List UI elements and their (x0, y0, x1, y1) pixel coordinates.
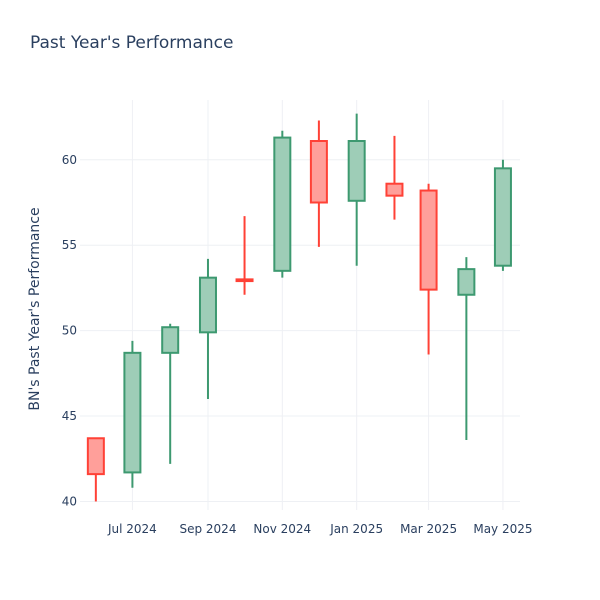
x-tick-label: Mar 2025 (400, 522, 457, 536)
candle-increasing (198, 258, 217, 399)
candle-body (419, 189, 438, 291)
x-tick-label: May 2025 (473, 522, 532, 536)
y-axis-ticks: 40 45 50 55 60 (62, 153, 77, 509)
y-tick-label: 45 (62, 409, 77, 423)
candle-increasing (273, 130, 292, 278)
y-tick-label: 60 (62, 153, 77, 167)
x-axis-ticks: Jul 2024 Sep 2024 Nov 2024 Jan 2025 Mar 2025… (107, 522, 533, 536)
x-tick-label: Sep 2024 (179, 522, 236, 536)
candle-body (198, 276, 217, 334)
candle-increasing (347, 113, 366, 266)
candle-decreasing (86, 437, 105, 502)
candle-increasing (493, 159, 512, 271)
y-tick-label: 55 (62, 238, 77, 252)
candle-body (86, 437, 105, 476)
candle-body (385, 182, 404, 197)
candle-decreasing (385, 135, 404, 220)
candle-body (457, 268, 476, 296)
candle-body (309, 140, 328, 204)
chart-title: Past Year's Performance (30, 33, 234, 53)
grid-lines (80, 100, 520, 510)
y-tick-label: 50 (62, 324, 77, 338)
candle-body (161, 326, 180, 354)
candle-increasing (123, 340, 142, 488)
candle-body (347, 140, 366, 202)
x-tick-label: Jul 2024 (107, 522, 157, 536)
candle-body (235, 278, 254, 283)
candle-body (493, 167, 512, 267)
y-tick-label: 40 (62, 494, 77, 508)
candle-increasing (161, 323, 180, 464)
candle-decreasing (309, 120, 328, 247)
candle-decreasing (235, 216, 254, 295)
candle-body (123, 351, 142, 474)
x-tick-label: Jan 2025 (329, 522, 383, 536)
candles (86, 113, 512, 502)
x-tick-label: Nov 2024 (253, 522, 311, 536)
candle-decreasing (419, 183, 438, 355)
candle-body (273, 136, 292, 272)
candle-increasing (457, 257, 476, 440)
